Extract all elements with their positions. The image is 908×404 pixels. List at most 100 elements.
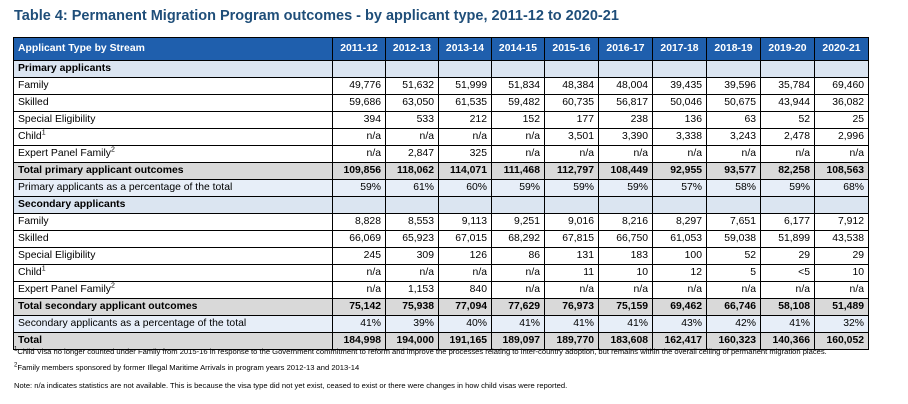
value-cell [385,60,439,78]
value-cell: 8,553 [385,213,439,231]
value-cell: n/a [438,128,492,146]
value-cell: 108,449 [598,162,653,180]
value-cell: 212 [438,111,492,129]
year-header: 2019-20 [760,37,815,61]
year-header: 2020-21 [814,37,869,61]
value-cell: 9,251 [491,213,545,231]
row-label: Primary applicants as a percentage of th… [13,179,333,197]
value-cell: 76,973 [544,298,599,316]
row-label-text: Primary applicants [18,63,111,74]
table-row: Skilled 59,686 63,050 61,535 59,482 60,735 56,… [13,94,869,112]
value-cell: 6,177 [760,213,815,231]
value-cell [491,60,545,78]
value-cell: 60% [438,179,492,197]
percentage-row: Secondary applicants as a percentage of … [13,315,869,333]
value-cell: 42% [706,315,761,333]
row-label-text: Expert Panel Family [18,148,111,159]
value-cell: 75,142 [332,298,386,316]
row-label: Family [13,77,333,95]
value-cell: 43% [652,315,707,333]
value-cell: 82,258 [760,162,815,180]
value-cell: 183,608 [598,332,653,350]
value-cell: 50,675 [706,94,761,112]
value-cell: 136 [652,111,707,129]
value-cell: 59% [760,179,815,197]
value-cell: 75,938 [385,298,439,316]
value-cell [544,60,599,78]
year-header: 2012-13 [385,37,439,61]
value-cell: 118,062 [385,162,439,180]
value-cell: 48,384 [544,77,599,95]
value-cell: 65,923 [385,230,439,248]
value-cell [652,60,707,78]
value-cell: 160,052 [814,332,869,350]
value-cell: 41% [544,315,599,333]
header-row: Applicant Type by Stream 2011-12 2012-13 2… [13,37,869,61]
footnote-2-text: Family members sponsored by former Illeg… [17,363,360,372]
value-cell: 3,390 [598,128,653,146]
value-cell: 8,216 [598,213,653,231]
value-cell: 108,563 [814,162,869,180]
footnote-mark: 1 [41,265,46,273]
value-cell: 160,323 [706,332,761,350]
value-cell: n/a [332,264,386,282]
value-cell: n/a [652,281,707,299]
row-label: Secondary applicants as a percentage of … [13,315,333,333]
value-cell: 51,489 [814,298,869,316]
row-label-text: Child [18,131,42,142]
value-cell: n/a [544,281,599,299]
value-cell: 1,153 [385,281,439,299]
year-header: 2014-15 [491,37,545,61]
value-cell: 29 [814,247,869,265]
value-cell: 35,784 [760,77,815,95]
value-cell: 36,082 [814,94,869,112]
value-cell: 59,686 [332,94,386,112]
value-cell [438,60,492,78]
section-heading-row: Primary applicants [13,60,869,78]
value-cell: 325 [438,145,492,163]
value-cell [652,196,707,214]
value-cell: 5 [706,264,761,282]
value-cell: 177 [544,111,599,129]
row-label: Special Eligibility [13,111,333,129]
value-cell: n/a [544,145,599,163]
value-cell [814,196,869,214]
value-cell: 77,629 [491,298,545,316]
footnote-mark: 2 [110,282,115,290]
value-cell: 245 [332,247,386,265]
value-cell: n/a [598,145,653,163]
value-cell: 66,069 [332,230,386,248]
value-cell: 86 [491,247,545,265]
year-header: 2017-18 [652,37,707,61]
value-cell: 533 [385,111,439,129]
value-cell: 51,899 [760,230,815,248]
value-cell: 2,996 [814,128,869,146]
year-header: 2016-17 [598,37,653,61]
row-label-text: Total [18,335,43,346]
row-label: Expert Panel Family2 [13,281,333,299]
table-row: Expert Panel Family2 n/a 2,847 325 n/a n/a n/a… [13,145,869,163]
value-cell: 61% [385,179,439,197]
value-cell: n/a [598,281,653,299]
value-cell: n/a [332,145,386,163]
value-cell: n/a [760,281,815,299]
table-row: Child1 n/a n/a n/a n/a 11 10 12 5 <5 10 [13,264,869,282]
table-row: Skilled 66,069 65,923 67,015 68,292 67,815 66,… [13,230,869,248]
value-cell: 59% [332,179,386,197]
value-cell: n/a [706,281,761,299]
value-cell: 29 [760,247,815,265]
value-cell: n/a [491,145,545,163]
value-cell: 238 [598,111,653,129]
value-cell: 111,468 [491,162,545,180]
value-cell: 49,776 [332,77,386,95]
value-cell: 191,165 [438,332,492,350]
percentage-row: Primary applicants as a percentage of th… [13,179,869,197]
value-cell: 77,094 [438,298,492,316]
value-cell: 100 [652,247,707,265]
value-cell: n/a [814,145,869,163]
value-cell: 66,750 [598,230,653,248]
value-cell: 11 [544,264,599,282]
table-row: Special Eligibility 394 533 212 152 177 238 136… [13,111,869,129]
year-header: 2011-12 [332,37,386,61]
value-cell: 69,462 [652,298,707,316]
